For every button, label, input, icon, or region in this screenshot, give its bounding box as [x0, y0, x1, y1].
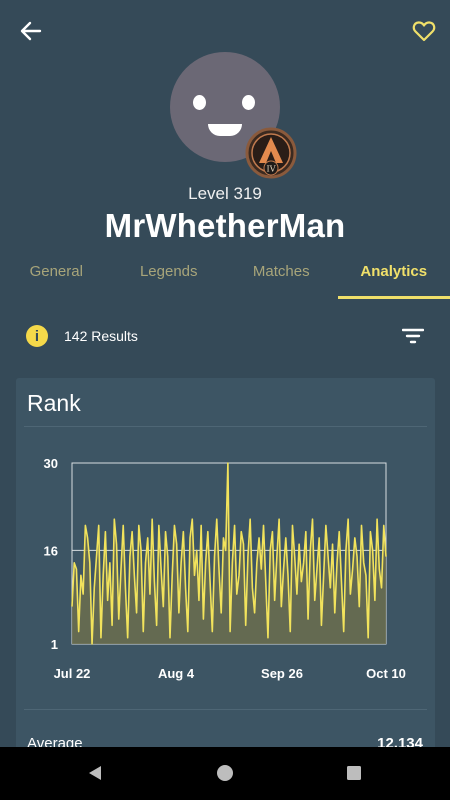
x-tick-label: Aug 4 [158, 666, 195, 681]
y-tick-label: 16 [44, 543, 58, 558]
tab-analytics[interactable]: Analytics [337, 254, 450, 300]
results-row: i 142 Results [26, 322, 138, 350]
info-icon[interactable]: i [26, 325, 48, 347]
rank-chart: 1 16 30 Jul 22 Aug 4 Sep 26 Oct 10 [44, 456, 406, 681]
divider [24, 709, 427, 710]
results-count: 142 Results [64, 328, 138, 344]
series-line [71, 462, 387, 645]
rank-badge-label: IV [267, 165, 276, 174]
avatar-mouth [208, 124, 242, 136]
system-nav-bar [0, 747, 450, 800]
tab-legends[interactable]: Legends [139, 263, 198, 280]
tab-bar: General Legends Matches Analytics [0, 254, 450, 300]
x-tick-label: Jul 22 [54, 666, 91, 681]
rank-card: Rank 1 16 30 Jul 22 Aug 4 Sep 26 Oct 10 Averag… [16, 378, 435, 758]
divider [24, 426, 427, 427]
y-tick-label: 30 [44, 456, 58, 471]
avatar [170, 52, 280, 162]
card-title: Rank [27, 390, 81, 416]
player-name: MrWhetherMan [104, 207, 346, 244]
rank-badge-icon: IV [245, 127, 297, 179]
filter-icon[interactable] [398, 321, 428, 351]
tab-general[interactable]: General [29, 263, 83, 280]
tab-matches[interactable]: Matches [252, 263, 310, 280]
y-tick-label: 1 [51, 637, 58, 652]
nav-home-icon[interactable] [213, 761, 237, 785]
nav-back-icon[interactable] [83, 761, 107, 785]
arrow-left-icon[interactable] [14, 14, 48, 48]
heart-outline-icon[interactable] [407, 14, 441, 48]
x-tick-label: Sep 26 [261, 666, 303, 681]
x-tick-label: Oct 10 [366, 666, 406, 681]
player-level: Level 319 [188, 184, 262, 203]
avatar-eye-right [242, 95, 255, 110]
avatar-eye-left [193, 95, 206, 110]
nav-recents-icon[interactable] [342, 761, 366, 785]
